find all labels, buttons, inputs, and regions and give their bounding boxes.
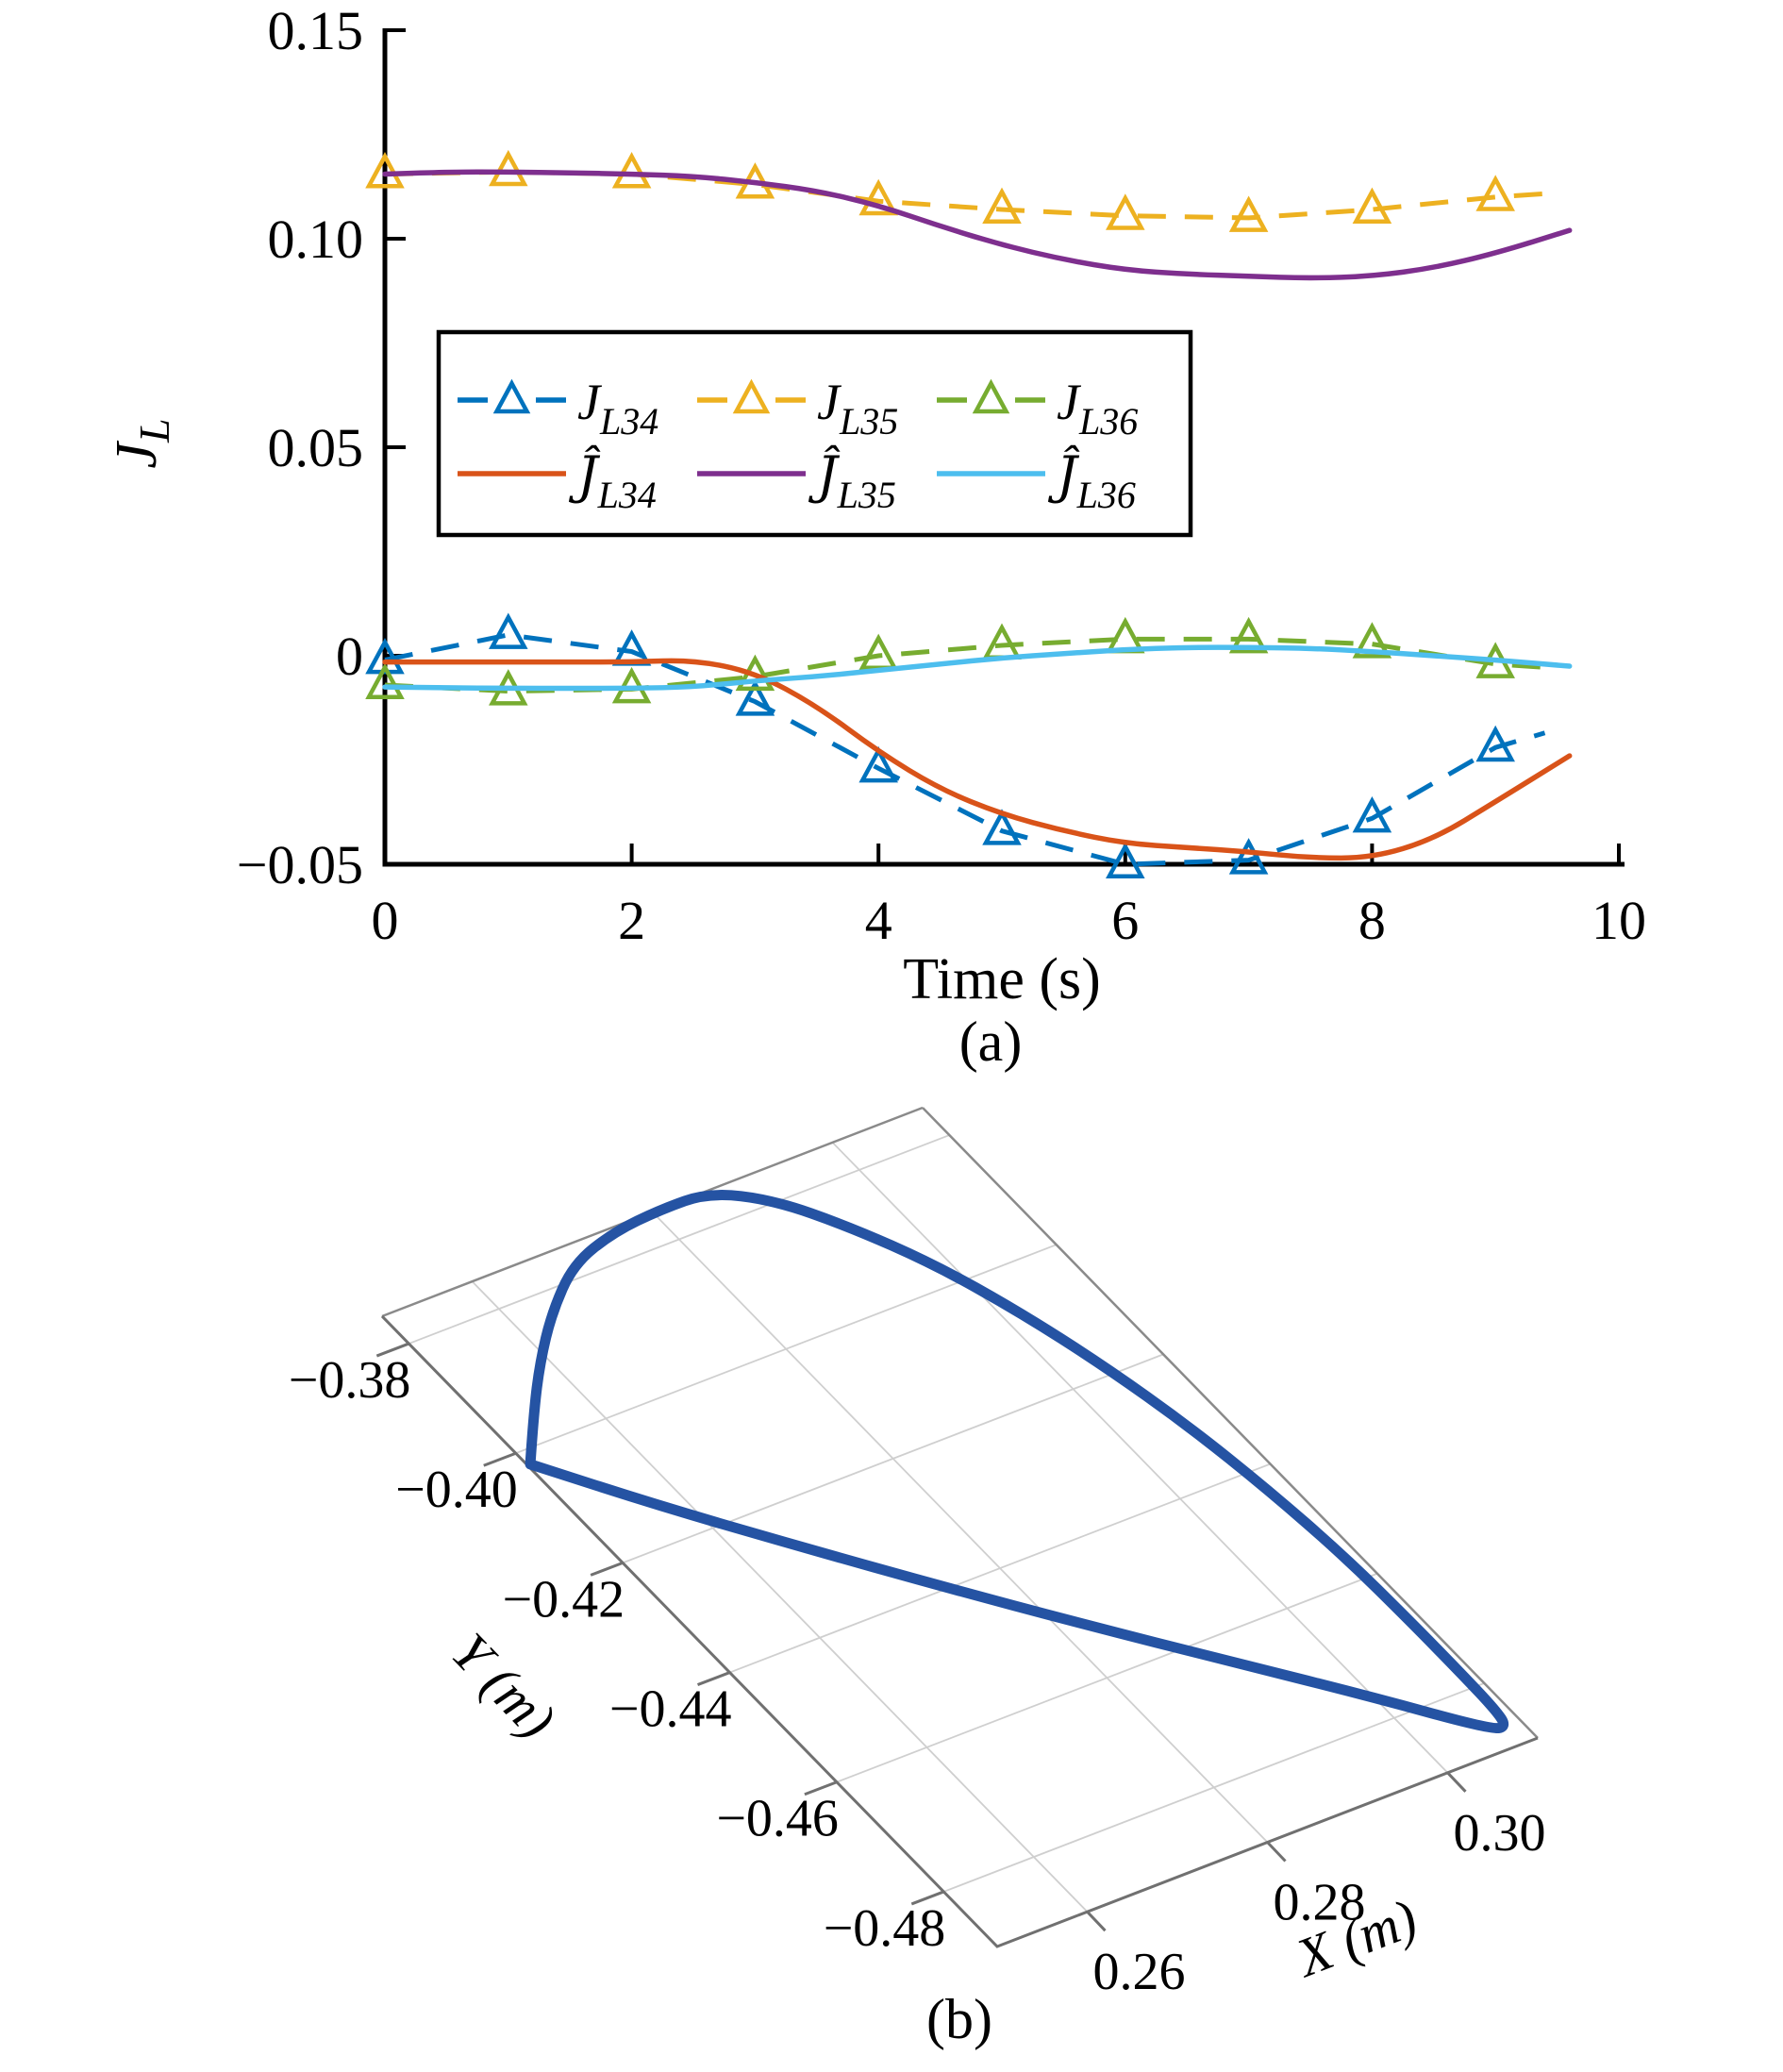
y-tick-label: −0.05 [237, 834, 363, 895]
grid-line-y [836, 1572, 1378, 1783]
grid-line-x [651, 1211, 1269, 1844]
legend-label: JL36 [1057, 374, 1138, 443]
series-Ĵ_L34 [382, 658, 1573, 861]
legend-sample-marker [972, 378, 1010, 414]
trajectory-curve [525, 1190, 1509, 1734]
data-point-marker [1352, 187, 1392, 225]
x-tick-3d [1086, 1911, 1107, 1932]
data-point-marker [1352, 622, 1392, 659]
data-point-marker [365, 662, 405, 699]
grid-line-y [942, 1682, 1485, 1893]
y-tick-label-3d: −0.44 [609, 1680, 732, 1739]
data-point-marker [365, 637, 405, 675]
y-tick-label-3d: −0.40 [395, 1461, 518, 1519]
legend-sample-marker [732, 378, 771, 414]
data-point-marker [1106, 842, 1145, 878]
y-tick-3d [375, 1342, 409, 1358]
x-tick-label: 10 [1591, 890, 1646, 951]
data-point-marker [1475, 175, 1515, 211]
panel-b-caption: (b) [926, 1988, 992, 2050]
x-tick-label-3d: 0.30 [1454, 1804, 1546, 1863]
y-tick-label: 0.05 [268, 417, 364, 478]
series-line-dashed [384, 632, 1546, 867]
y-tick-label-3d: −0.42 [503, 1570, 625, 1629]
data-point-marker [982, 187, 1022, 225]
legend-item-J_L36: JL36 [937, 374, 1138, 443]
box-axis-edges [380, 1314, 1539, 1948]
y-tick-3d [590, 1561, 624, 1577]
y-tick-label: 0.10 [268, 209, 364, 270]
y-tick-label-3d: −0.38 [289, 1351, 411, 1410]
y-tick-3d [483, 1451, 517, 1467]
y-tick-label: 0.15 [268, 0, 364, 61]
y-tick-3d [804, 1780, 838, 1796]
panel-a-ylabel: JL [105, 418, 178, 468]
grid-line-x [471, 1280, 1089, 1913]
data-point-marker [1228, 838, 1269, 875]
x-tick-label: 6 [1111, 890, 1139, 951]
series-Ĵ_L36 [382, 644, 1573, 692]
series-J_L34 [365, 612, 1546, 878]
legend-sample-marker [492, 378, 531, 414]
data-point-marker [858, 745, 898, 783]
x-tick-label: 0 [372, 890, 399, 951]
legend-box [436, 329, 1193, 538]
x-tick-label-3d: 0.28 [1274, 1874, 1366, 1932]
series-Ĵ_L35 [382, 169, 1573, 281]
series-line-solid [382, 658, 1573, 861]
grid-line-y [622, 1353, 1164, 1564]
data-point-marker [1228, 616, 1269, 654]
data-point-marker [1352, 795, 1392, 833]
data-point-marker [1475, 725, 1515, 762]
grid-line-y [408, 1134, 950, 1345]
y-tick-3d [910, 1890, 944, 1906]
data-point-marker [858, 178, 898, 216]
x-tick-label: 4 [865, 890, 892, 951]
data-point-marker [1106, 193, 1145, 230]
legend-item-J_L34: JL34 [458, 374, 658, 443]
legend-label: JL34 [577, 374, 658, 443]
series-line-solid [382, 644, 1573, 692]
x-tick-label: 2 [618, 890, 645, 951]
y-tick-label: 0 [336, 626, 363, 687]
data-point-marker [982, 809, 1022, 845]
x-tick-label-3d: 0.26 [1093, 1943, 1186, 2001]
y-tick-label-3d: −0.46 [716, 1790, 839, 1848]
y-tick-3d [696, 1671, 731, 1686]
x-tick-label: 8 [1358, 890, 1386, 951]
series-line-solid [382, 169, 1573, 281]
legend-item-J_L35: JL35 [697, 374, 898, 443]
data-point-marker [735, 679, 775, 716]
x-tick-3d [1266, 1841, 1287, 1863]
grid-line-x [831, 1142, 1449, 1774]
panel-a-caption: (a) [959, 1011, 1023, 1073]
legend-label: JL35 [817, 374, 898, 443]
panel-a-xlabel: Time (s) [903, 947, 1101, 1011]
y-tick-label-3d: −0.48 [824, 1899, 946, 1958]
data-point-marker [611, 152, 652, 189]
grid-line-y [729, 1462, 1271, 1674]
x-tick-3d [1446, 1771, 1467, 1793]
data-point-marker [489, 612, 528, 649]
data-point-marker [489, 149, 528, 187]
data-point-marker [1228, 195, 1269, 232]
